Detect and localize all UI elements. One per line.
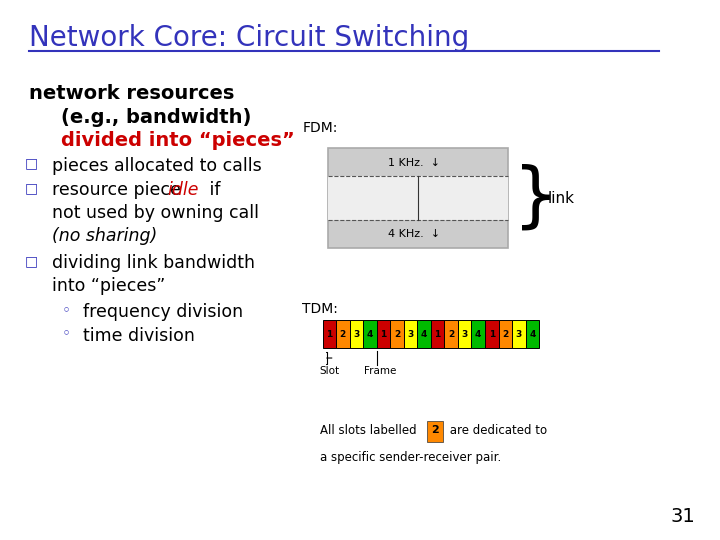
Text: 1: 1: [489, 330, 495, 339]
Text: if: if: [204, 181, 220, 199]
Text: 1: 1: [434, 330, 441, 339]
Text: □: □: [25, 181, 38, 195]
Text: link: link: [547, 191, 575, 206]
Text: All slots labelled: All slots labelled: [320, 424, 417, 437]
Text: not used by owning call: not used by owning call: [52, 204, 259, 222]
Text: Slot: Slot: [319, 366, 339, 376]
Bar: [458, 320, 472, 348]
Text: Frame: Frame: [364, 366, 397, 376]
Text: 3: 3: [516, 330, 522, 339]
Bar: [390, 320, 404, 348]
Text: into “pieces”: into “pieces”: [52, 277, 165, 295]
Text: FDM:: FDM:: [302, 122, 338, 136]
Text: 4: 4: [421, 330, 427, 339]
Bar: [418, 320, 431, 348]
Text: 2: 2: [340, 330, 346, 339]
Text: are dedicated to: are dedicated to: [446, 424, 547, 437]
Text: 1: 1: [326, 330, 333, 339]
Text: resource piece: resource piece: [52, 181, 186, 199]
Text: 4: 4: [366, 330, 373, 339]
Text: 2: 2: [394, 330, 400, 339]
Text: network resources: network resources: [29, 84, 234, 103]
Bar: [472, 320, 485, 348]
Text: time division: time division: [83, 327, 194, 345]
Bar: [431, 320, 444, 348]
Text: Network Core: Circuit Switching: Network Core: Circuit Switching: [29, 24, 469, 52]
Text: 1: 1: [380, 330, 387, 339]
Bar: [350, 320, 363, 348]
Text: 3: 3: [354, 330, 359, 339]
Bar: [377, 320, 390, 348]
Bar: [427, 421, 443, 442]
Text: }: }: [513, 164, 559, 233]
Text: divided into “pieces”: divided into “pieces”: [61, 131, 295, 150]
Text: pieces allocated to calls: pieces allocated to calls: [52, 157, 261, 174]
Bar: [512, 320, 526, 348]
Bar: [336, 320, 350, 348]
Text: frequency division: frequency division: [83, 303, 243, 321]
Bar: [323, 320, 336, 348]
Text: 2: 2: [502, 330, 508, 339]
Text: 4 KHz.  ↓: 4 KHz. ↓: [388, 230, 440, 239]
Bar: [485, 320, 498, 348]
Text: 4: 4: [529, 330, 536, 339]
Text: idle: idle: [167, 181, 199, 199]
Text: ◦: ◦: [61, 327, 71, 342]
Text: 2: 2: [448, 330, 454, 339]
Text: dividing link bandwidth: dividing link bandwidth: [52, 254, 255, 272]
Bar: [526, 320, 539, 348]
Text: TDM:: TDM:: [302, 302, 338, 316]
Bar: [404, 320, 418, 348]
Text: 3: 3: [462, 330, 468, 339]
Text: 2: 2: [431, 426, 438, 435]
Text: 1 KHz.  ↓: 1 KHz. ↓: [388, 158, 440, 167]
Text: (e.g., bandwidth): (e.g., bandwidth): [61, 108, 251, 127]
Text: a specific sender-receiver pair.: a specific sender-receiver pair.: [320, 451, 502, 464]
Bar: [363, 320, 377, 348]
Text: ◦: ◦: [61, 303, 71, 319]
Text: 3: 3: [408, 330, 414, 339]
Bar: [498, 320, 512, 348]
Text: □: □: [25, 254, 38, 268]
Text: □: □: [25, 157, 38, 171]
Bar: [444, 320, 458, 348]
Text: (no sharing): (no sharing): [52, 227, 157, 245]
Bar: [328, 148, 508, 248]
Bar: [328, 177, 508, 220]
Text: 31: 31: [670, 508, 695, 526]
Text: 4: 4: [475, 330, 482, 339]
